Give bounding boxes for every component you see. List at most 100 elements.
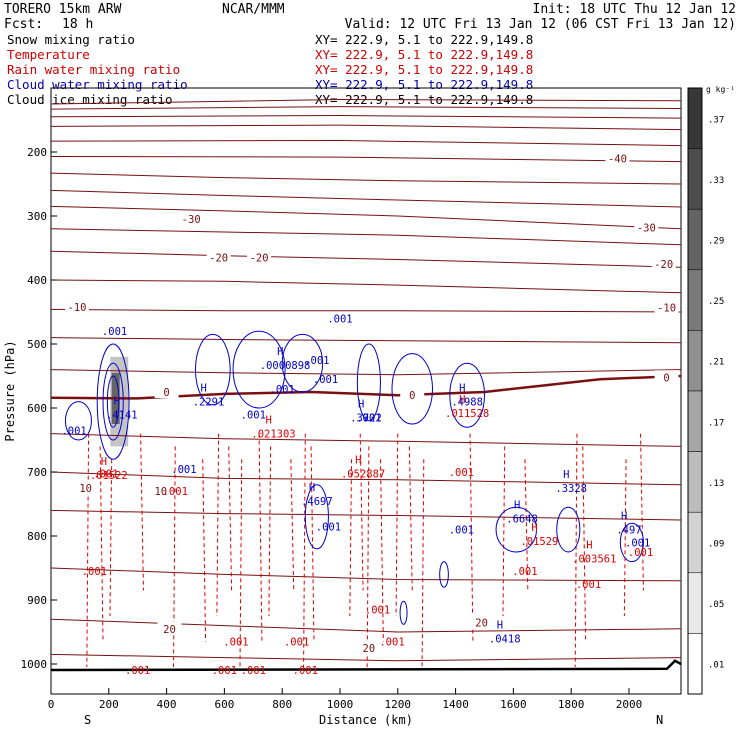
temperature-label: -30 — [637, 223, 656, 235]
temperature-contour — [50, 106, 682, 110]
cloud-water-max-marker: H — [309, 482, 315, 494]
temperature-contour — [50, 337, 682, 344]
cloud-water-max-marker: H — [621, 511, 627, 523]
temperature-label-bg — [148, 484, 173, 498]
cloud-water-max-value: .3328 — [555, 483, 587, 495]
cloud-water-label: .001 — [625, 537, 650, 549]
rain-contour — [502, 446, 506, 617]
cloud-water-contour — [281, 333, 324, 393]
colorbar-tick-label: .33 — [708, 176, 724, 186]
temperature-label: 20 — [163, 624, 176, 636]
cloud-water-max-marker: H — [201, 383, 207, 395]
x-tick-label: 200 — [99, 698, 119, 711]
field-xy: XY= 222.9, 5.1 to 222.9,149.8 — [315, 77, 533, 92]
x-tick-label: 2000 — [616, 698, 643, 711]
temperature-contour — [50, 618, 682, 633]
colorbar-frame — [687, 87, 703, 695]
temperature-label: 0 — [163, 387, 169, 399]
cloud-water-max-marker: H — [563, 469, 569, 481]
y-tick-label: 400 — [27, 274, 47, 287]
cloud-water-max-value: .0418 — [489, 633, 521, 645]
colorbar-tick-label: .37 — [708, 115, 724, 125]
field-name: Temperature — [7, 47, 90, 62]
x-tick-label: 1000 — [327, 698, 354, 711]
rain-contour — [202, 459, 207, 642]
colorbar-tick-label: .09 — [708, 540, 724, 550]
y-tick-label: 200 — [27, 146, 47, 159]
init-time: Init: 18 UTC Thu 12 Jan 12 — [533, 2, 737, 17]
colorbar-swatch — [687, 511, 703, 574]
colorbar-swatch — [687, 269, 703, 331]
colorbar-swatch — [687, 330, 703, 392]
ground-line — [50, 659, 682, 672]
colorbar-swatch — [687, 87, 703, 149]
temperature-contour — [50, 172, 682, 185]
colorbar-tick-label: .29 — [708, 237, 724, 247]
colorbar-swatch — [687, 451, 703, 513]
temperature-label-bg — [469, 615, 494, 629]
rain-max-value: .052887 — [341, 468, 385, 480]
temperature-label-bg — [206, 250, 231, 264]
temperature-contour — [50, 433, 682, 447]
y-tick-label: 700 — [27, 466, 47, 479]
temperature-label-bg — [179, 212, 204, 226]
rain-contour — [303, 433, 306, 668]
rain-contour — [228, 446, 233, 591]
temperature-label-bg — [605, 151, 630, 165]
rain-max-marker: H — [459, 394, 465, 406]
colorbar-tick-label: .13 — [708, 479, 724, 489]
cloud-water-max-value: .4988 — [451, 397, 483, 409]
cloud-water-max-marker: H — [459, 383, 465, 395]
colorbar-swatch — [687, 633, 703, 695]
rain-label: .001 — [82, 566, 107, 578]
x-tick-label: 1600 — [500, 698, 527, 711]
plot-frame — [50, 87, 682, 695]
cloud-water-max-marker: H — [497, 619, 503, 631]
cloud-water-max-value: .6648 — [506, 514, 538, 526]
temperature-label: 10 — [79, 483, 92, 495]
rain-contour — [379, 459, 384, 642]
x-tick-label: 400 — [157, 698, 177, 711]
cloud-water-max-value: .4141 — [106, 409, 138, 421]
temperature-label-bg — [356, 641, 381, 654]
rain-max-value: .021303 — [251, 429, 295, 441]
temperature-label: 20 — [475, 617, 488, 629]
freezing-level-line — [50, 374, 682, 400]
field-name: Snow mixing ratio — [7, 32, 135, 47]
temperature-label: -10 — [657, 303, 676, 315]
temperature-contour — [50, 114, 682, 119]
colorbar-swatch — [687, 572, 703, 634]
rain-label: .001 — [449, 467, 474, 479]
cloud-water-label: .001 — [316, 521, 341, 533]
colorbar-tick-label: .01 — [708, 661, 724, 671]
cloud-water-contour — [495, 506, 538, 553]
temperature-label: 0 — [409, 390, 415, 402]
cloud-water-max-value: .0000898 — [260, 360, 311, 372]
temperature-contour — [50, 228, 682, 246]
colorbar-unit: g kg⁻¹ — [706, 85, 735, 94]
cloud-water-contour — [556, 506, 581, 553]
cloud-water-contour — [391, 353, 433, 425]
temperature-contour — [50, 653, 682, 662]
temperature-contour — [50, 567, 682, 582]
cloud-water-label: .001 — [102, 326, 127, 338]
rain-label: .001 — [212, 665, 237, 677]
cloud-water-max-value: .2291 — [193, 397, 225, 409]
cloud-water-label: .001 — [171, 464, 196, 476]
rain-label: .001 — [93, 468, 118, 480]
temperature-label: -20 — [209, 253, 228, 265]
x-tick-label: 1400 — [442, 698, 469, 711]
cloud-water-label: .001 — [270, 384, 295, 396]
cloud-water-contour — [194, 333, 231, 406]
colorbar-tick-label: .21 — [708, 358, 724, 368]
rain-contour — [640, 433, 644, 591]
rain-contour — [140, 433, 144, 591]
temperature-contour — [50, 369, 682, 376]
cloud-water-contour — [96, 343, 130, 460]
rain-label: .001 — [365, 605, 390, 617]
temperature-contour — [50, 308, 682, 313]
cloud-water-max-value: .4697 — [301, 496, 333, 508]
rain-max-value: .011528 — [445, 408, 489, 420]
temperature-label-bg — [157, 621, 182, 635]
rain-max-value: .01529 — [520, 536, 558, 548]
